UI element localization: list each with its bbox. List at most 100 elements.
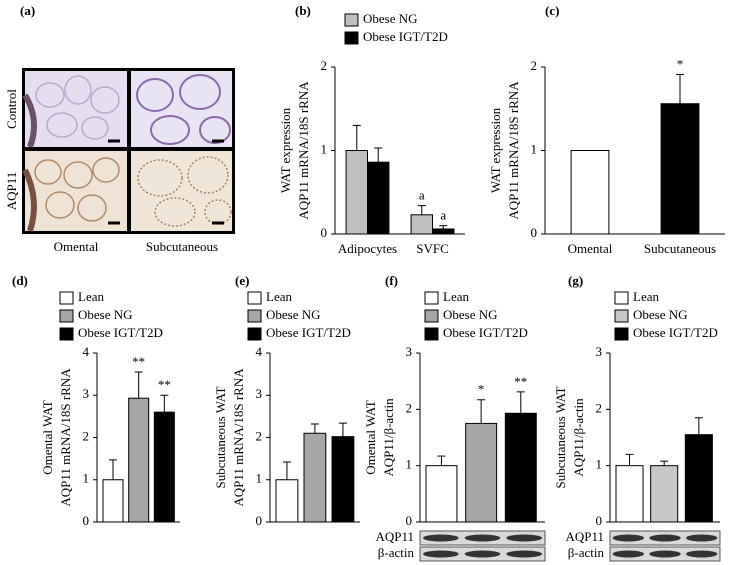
y-axis-label: AQP11/β-actin (381, 398, 396, 477)
column-label: Omental (54, 239, 99, 254)
y-tick-label: 3 (256, 386, 263, 401)
legend-swatch (614, 309, 629, 323)
legend-swatch (344, 13, 359, 27)
legend-swatch (247, 327, 262, 341)
legend-swatch (247, 291, 262, 305)
legend-swatch (247, 309, 262, 323)
y-tick-label: 4 (83, 344, 90, 359)
y-tick-label: 2 (531, 58, 538, 73)
y-axis-label: WAT expression (278, 107, 293, 193)
blot-band (464, 550, 501, 558)
legend-swatch (424, 309, 439, 323)
blot-band (685, 550, 718, 558)
significance-label: * (478, 382, 485, 397)
y-tick-label: 2 (596, 400, 603, 415)
legend-label: Obese NG (633, 307, 688, 322)
y-tick-label: 1 (596, 457, 603, 472)
panel-label: (a) (20, 3, 35, 18)
blot-band (422, 534, 459, 542)
legend-label: Obese NG (363, 11, 418, 26)
bar (128, 397, 150, 523)
y-axis-label: AQP11 mRNA/18S rRNA (506, 81, 521, 220)
blot-band (464, 534, 501, 542)
y-axis-label: Omental WAT (363, 400, 378, 475)
legend-swatch (59, 291, 74, 305)
blot-band (506, 534, 543, 542)
legend-label: Obese IGT/T2D (443, 325, 528, 340)
y-tick-label: 0 (531, 225, 538, 240)
bar (331, 436, 355, 523)
blot-label: β-actin (378, 545, 415, 560)
blot-band (612, 550, 645, 558)
y-axis-label: Omental WAT (40, 400, 55, 475)
bar (275, 479, 299, 523)
legend-label: Obese NG (266, 307, 321, 322)
y-tick-label: 1 (83, 471, 90, 486)
y-tick-label: 2 (321, 58, 328, 73)
y-tick-label: 3 (83, 386, 90, 401)
significance-label: a (440, 208, 446, 223)
x-tick-label: Adipocytes (338, 241, 397, 256)
y-tick-label: 2 (406, 400, 413, 415)
blot-label: β-actin (568, 545, 605, 560)
panel-label: (b) (295, 3, 311, 18)
legend-swatch (59, 309, 74, 323)
bar (650, 465, 679, 523)
legend-swatch (424, 291, 439, 305)
y-tick-label: 0 (596, 513, 603, 528)
blot-label: AQP11 (565, 529, 604, 544)
blot-band (506, 550, 543, 558)
bar (504, 412, 537, 523)
x-tick-label: Subcutaneous (644, 241, 716, 256)
legend-label: Obese IGT/T2D (363, 29, 448, 44)
y-tick-label: 1 (321, 141, 328, 156)
legend-swatch (424, 327, 439, 341)
significance-label: ** (132, 354, 145, 369)
y-tick-label: 3 (596, 344, 603, 359)
blot-label: AQP11 (375, 529, 414, 544)
legend-label: Lean (78, 289, 104, 304)
legend-label: Lean (266, 289, 292, 304)
micrograph-grid (22, 68, 235, 234)
legend-label: Obese IGT/T2D (633, 325, 718, 340)
bar (432, 228, 455, 235)
y-axis-label: AQP11 mRNA/18S rRNA (58, 368, 73, 507)
legend-swatch (344, 31, 359, 45)
y-tick-label: 1 (406, 457, 413, 472)
y-tick-label: 1 (531, 141, 538, 156)
legend-label: Lean (443, 289, 469, 304)
x-tick-label: SVFC (416, 241, 449, 256)
y-axis-label: WAT expression (488, 107, 503, 193)
legend-swatch (614, 327, 629, 341)
bar (303, 432, 327, 523)
bar (425, 465, 458, 523)
bar (660, 103, 700, 235)
bar (684, 434, 713, 523)
blot-band (612, 534, 645, 542)
row-label: Control (4, 89, 19, 129)
y-tick-label: 0 (321, 225, 328, 240)
blot-band (685, 534, 718, 542)
legend-label: Obese IGT/T2D (78, 325, 163, 340)
bar (465, 422, 498, 523)
y-tick-label: 2 (83, 428, 90, 443)
y-tick-label: 2 (256, 428, 263, 443)
y-tick-label: 4 (256, 344, 263, 359)
y-axis-label: AQP11 mRNA/18S rRNA (231, 368, 246, 507)
legend-swatch (614, 291, 629, 305)
panel-label: (c) (545, 3, 559, 18)
blot-band (649, 534, 681, 542)
panel-label: (d) (12, 273, 28, 288)
bar (345, 150, 368, 235)
x-tick-label: Omental (568, 241, 613, 256)
panel-label: (e) (235, 273, 249, 288)
legend-swatch (59, 327, 74, 341)
y-tick-label: 1 (256, 471, 263, 486)
column-label: Subcutaneous (146, 239, 218, 254)
y-tick-label: 0 (83, 513, 90, 528)
y-tick-label: 0 (256, 513, 263, 528)
y-axis-label: Subcutaneous WAT (553, 386, 568, 488)
blot-band (422, 550, 459, 558)
row-label: AQP11 (4, 172, 19, 211)
